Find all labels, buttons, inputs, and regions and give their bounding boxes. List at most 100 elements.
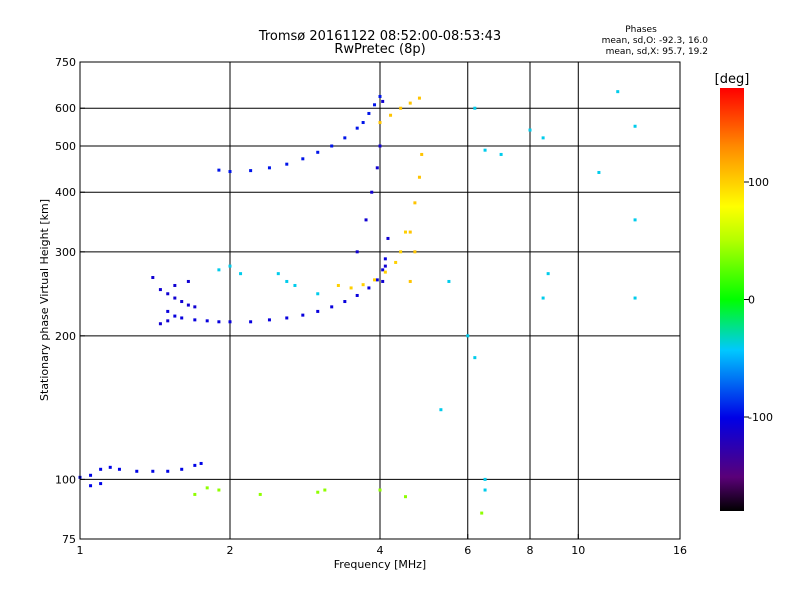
data-point	[473, 106, 477, 110]
data-point	[403, 495, 407, 499]
data-point	[483, 148, 487, 152]
data-point	[473, 356, 477, 360]
data-point	[408, 279, 412, 283]
x-axis-ticks: 1 2 4 6 8 10 16	[77, 534, 687, 557]
data-point	[186, 279, 190, 283]
data-point	[336, 283, 340, 287]
data-point	[316, 292, 320, 296]
data-point	[193, 318, 197, 322]
data-point	[267, 166, 271, 170]
data-point	[381, 99, 385, 103]
data-point	[417, 175, 421, 179]
data-point	[217, 488, 221, 492]
data-point	[394, 260, 398, 264]
data-point	[193, 463, 197, 467]
data-point	[373, 103, 377, 107]
data-point	[108, 465, 112, 469]
data-point	[228, 264, 232, 268]
data-point	[375, 166, 379, 170]
data-point	[597, 170, 601, 174]
data-point	[381, 279, 385, 283]
data-point	[166, 292, 170, 296]
data-point	[173, 283, 177, 287]
data-point	[330, 144, 334, 148]
data-point	[217, 320, 221, 324]
data-point	[316, 150, 320, 154]
data-point	[364, 218, 368, 222]
data-point	[633, 296, 637, 300]
colorbar-tick-label: 0	[748, 294, 755, 307]
phase-legend-title: Phases	[625, 25, 657, 35]
colorbar-tick-label: -100	[748, 411, 773, 424]
data-point	[367, 286, 371, 290]
data-point	[367, 111, 371, 115]
data-point	[186, 303, 190, 307]
data-point	[483, 477, 487, 481]
data-point	[413, 250, 417, 254]
data-point	[546, 272, 550, 276]
data-point	[499, 152, 503, 156]
data-point	[355, 250, 359, 254]
data-point	[135, 469, 139, 473]
data-point	[413, 201, 417, 205]
colorbar	[720, 88, 744, 511]
data-point	[541, 296, 545, 300]
data-point	[205, 319, 209, 323]
data-point	[180, 316, 184, 320]
data-point	[447, 279, 451, 283]
data-point	[343, 300, 347, 304]
data-point	[343, 136, 347, 140]
x-tick-label: 16	[673, 544, 687, 557]
colorbar-ticks: 100 0 -100	[744, 176, 773, 424]
y-tick-label: 750	[55, 56, 76, 69]
data-point	[483, 488, 487, 492]
data-point	[383, 270, 387, 274]
data-point	[89, 473, 93, 477]
data-point	[361, 121, 365, 125]
data-point	[99, 467, 103, 471]
data-point	[239, 272, 243, 276]
data-point	[399, 106, 403, 110]
data-point	[381, 268, 385, 272]
y-axis-label: Stationary phase Virtual Height [km]	[38, 199, 51, 401]
x-tick-label: 2	[227, 544, 234, 557]
x-axis-label: Frequency [MHz]	[334, 558, 426, 571]
data-point	[285, 316, 289, 320]
data-point	[293, 283, 297, 287]
data-point	[378, 94, 382, 98]
data-point	[417, 96, 421, 100]
data-point	[258, 492, 262, 496]
data-point	[633, 124, 637, 128]
data-point	[616, 90, 620, 94]
data-point	[199, 461, 203, 465]
data-point	[378, 488, 382, 492]
y-tick-label: 400	[55, 186, 76, 199]
data-point	[158, 322, 162, 326]
data-point	[439, 408, 443, 412]
x-tick-label: 6	[464, 544, 471, 557]
colorbar-label: [deg]	[715, 72, 750, 87]
data-point	[99, 482, 103, 486]
x-tick-label: 4	[377, 544, 384, 557]
data-point	[361, 283, 365, 287]
data-point	[151, 469, 155, 473]
data-point	[383, 264, 387, 268]
y-tick-label: 200	[55, 330, 76, 343]
data-point	[403, 230, 407, 234]
y-tick-label: 600	[55, 102, 76, 115]
data-point	[408, 230, 412, 234]
y-tick-label: 500	[55, 140, 76, 153]
data-point	[399, 250, 403, 254]
data-point	[228, 170, 232, 174]
y-tick-label: 100	[55, 473, 76, 486]
data-point	[389, 113, 393, 117]
data-point	[466, 334, 470, 338]
data-point	[316, 309, 320, 313]
data-point	[89, 484, 93, 488]
data-point	[166, 319, 170, 323]
data-point	[217, 268, 221, 272]
x-tick-label: 10	[571, 544, 585, 557]
data-point	[541, 136, 545, 140]
data-point	[420, 152, 424, 156]
data-point	[528, 128, 532, 132]
